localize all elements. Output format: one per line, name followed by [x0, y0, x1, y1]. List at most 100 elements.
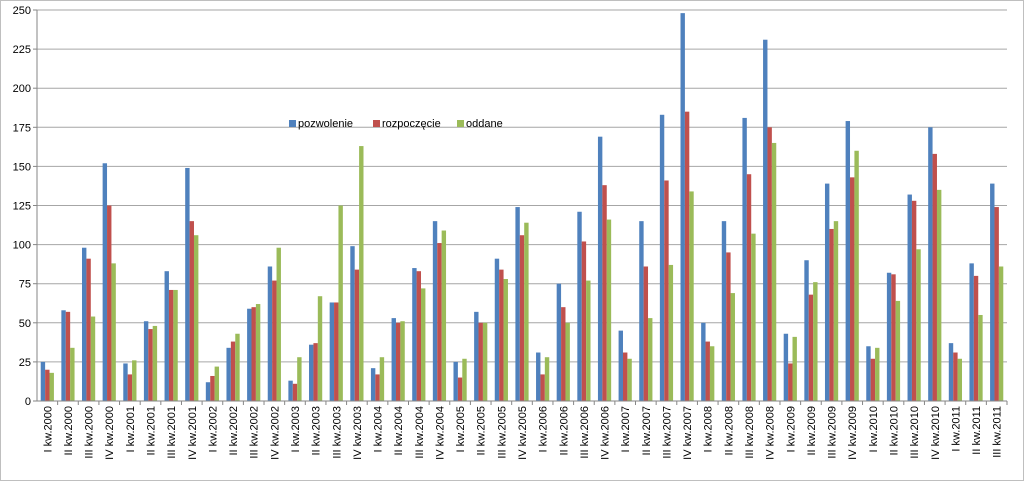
bar-rozpoczęcie — [334, 302, 339, 401]
bar-rozpoczęcie — [272, 280, 277, 401]
y-tick-label: 75 — [19, 279, 31, 291]
bar-pozwolenie — [742, 117, 747, 401]
bar-oddane — [916, 249, 921, 401]
x-tick-label: II kw.2001 — [146, 406, 158, 456]
legend-swatch — [289, 120, 296, 127]
x-tick-label: III kw.2011 — [992, 406, 1004, 458]
bar-pozwolenie — [61, 310, 66, 401]
x-tick-label: I kw.2001 — [125, 406, 137, 452]
bar-rozpoczęcie — [395, 322, 401, 401]
bar-oddane — [833, 221, 839, 401]
bar-oddane — [235, 333, 240, 401]
bar-pozwolenie — [143, 321, 149, 401]
x-tick-label: III kw.2003 — [331, 406, 343, 459]
bar-pozwolenie — [185, 167, 190, 401]
bar-rozpoczęcie — [870, 358, 876, 401]
bar-pozwolenie — [639, 221, 644, 401]
x-tick-label: IV kw.2009 — [847, 406, 859, 460]
bar-oddane — [586, 280, 591, 401]
x-tick-label: IV kw.2010 — [930, 406, 942, 460]
bar-pozwolenie — [804, 260, 809, 401]
bar-rozpoczęcie — [437, 243, 442, 401]
y-tick-label: 25 — [19, 357, 31, 369]
bar-pozwolenie — [474, 311, 479, 401]
bar-rozpoczęcie — [478, 322, 483, 401]
x-tick-label: IV kw.2006 — [600, 406, 612, 460]
bar-rozpoczęcie — [664, 180, 669, 401]
x-tick-label: III kw.2010 — [909, 406, 921, 459]
bar-pozwolenie — [948, 343, 954, 401]
bar-oddane — [421, 288, 426, 401]
bar-oddane — [462, 358, 467, 401]
bar-pozwolenie — [494, 258, 500, 401]
bar-pozwolenie — [597, 136, 603, 401]
bar-rozpoczęcie — [313, 343, 318, 401]
bar-oddane — [813, 282, 818, 401]
bar-pozwolenie — [412, 268, 417, 401]
bar-oddane — [751, 233, 756, 401]
y-tick-label: 125 — [13, 201, 31, 213]
x-tick-label: II kw.2005 — [476, 406, 488, 456]
legend-swatch — [373, 120, 380, 127]
bar-pozwolenie — [721, 221, 727, 401]
y-tick-label: 100 — [13, 240, 31, 252]
x-tick-label: II kw.2008 — [723, 406, 735, 456]
bar-pozwolenie — [556, 283, 562, 401]
bar-oddane — [792, 336, 797, 401]
bar-rozpoczęcie — [86, 258, 91, 401]
bar-pozwolenie — [267, 266, 273, 401]
x-tick-label: III kw.2006 — [579, 406, 591, 459]
bar-rozpoczęcie — [850, 177, 855, 401]
bar-pozwolenie — [309, 344, 314, 401]
x-tick-label: IV kw.2001 — [187, 406, 199, 460]
x-tick-label: II kw.2011 — [971, 406, 983, 455]
bar-pozwolenie — [928, 127, 933, 402]
x-tick-label: II kw.2009 — [806, 406, 818, 456]
bar-rozpoczęcie — [45, 369, 50, 401]
bar-oddane — [565, 322, 570, 401]
bar-rozpoczęcie — [622, 352, 628, 401]
bar-pozwolenie — [907, 194, 912, 401]
bar-oddane — [482, 322, 488, 401]
x-tick-label: I kw.2005 — [455, 406, 467, 452]
bar-pozwolenie — [329, 302, 335, 401]
x-tick-label: IV kw.2000 — [104, 406, 116, 460]
bar-pozwolenie — [866, 346, 871, 401]
x-tick-label: I kw.2010 — [868, 406, 880, 452]
bar-oddane — [400, 321, 405, 401]
bar-rozpoczęcie — [354, 269, 360, 401]
x-tick-label: III kw.2005 — [496, 406, 508, 459]
bar-oddane — [70, 347, 75, 401]
bar-rozpoczęcie — [808, 294, 814, 401]
bar-pozwolenie — [783, 333, 789, 401]
bar-oddane — [379, 357, 385, 401]
bar-pozwolenie — [886, 272, 892, 401]
bar-rozpoczęcie — [148, 329, 153, 401]
y-tick-label: 250 — [13, 5, 31, 17]
bar-pozwolenie — [515, 207, 520, 401]
bar-rozpoczęcie — [230, 341, 236, 401]
bar-rozpoczęcie — [168, 289, 174, 401]
bar-pozwolenie — [659, 114, 665, 402]
bar-rozpoczęcie — [65, 311, 71, 401]
x-tick-label: III kw.2000 — [84, 406, 96, 459]
y-axis: 0 25 50 75 100 125 150 175 200 225 250 — [13, 5, 38, 408]
bar-oddane — [90, 316, 96, 401]
bar-pozwolenie — [680, 13, 685, 402]
bar-pozwolenie — [102, 163, 108, 401]
bar-pozwolenie — [226, 347, 231, 401]
x-tick-label: II kw.2002 — [228, 406, 240, 456]
x-tick-label: I kw.2003 — [290, 406, 302, 452]
bar-oddane — [689, 191, 694, 401]
x-tick-label: I kw.2004 — [373, 406, 385, 452]
bar-rozpoczęcie — [643, 266, 649, 401]
bar-rozpoczęcie — [973, 275, 979, 401]
bar-rozpoczęcie — [189, 221, 194, 401]
x-tick-label: IV kw.2002 — [269, 406, 281, 460]
bar-rozpoczęcie — [911, 200, 917, 401]
y-tick-label: 200 — [13, 83, 31, 95]
bar-oddane — [771, 142, 777, 401]
bar-pozwolenie — [370, 368, 376, 401]
x-axis: I kw.2000 II kw.2000 III kw.2000 IV kw.2000… — [37, 400, 1008, 460]
